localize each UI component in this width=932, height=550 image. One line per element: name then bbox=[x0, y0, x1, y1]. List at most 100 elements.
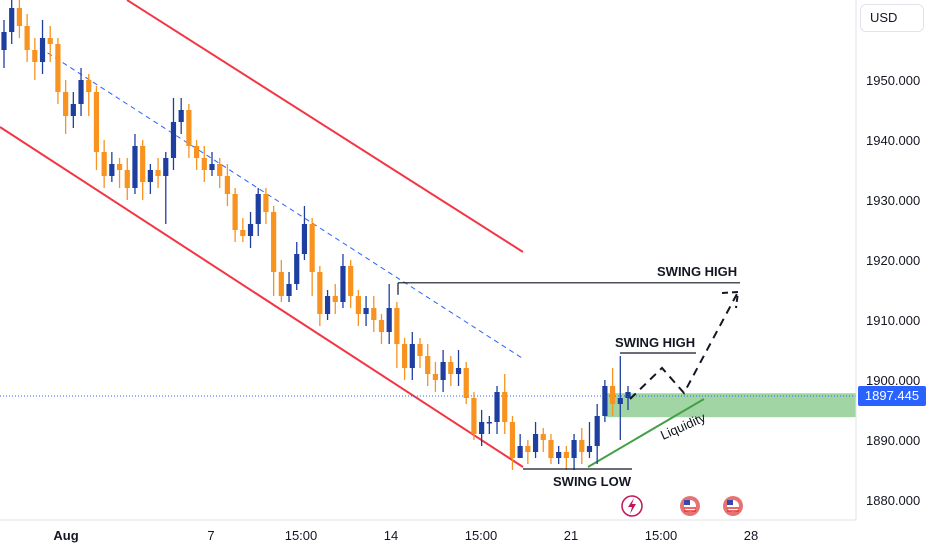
candle-body bbox=[193, 146, 200, 158]
candle-body bbox=[363, 308, 369, 314]
candle-body bbox=[140, 146, 146, 182]
candle bbox=[209, 152, 215, 176]
candle bbox=[86, 74, 92, 116]
candle bbox=[409, 332, 415, 380]
candle bbox=[324, 290, 331, 320]
candle bbox=[163, 152, 169, 224]
time-axis[interactable]: Aug 7 15:00 14 15:00 21 15:00 28 bbox=[0, 519, 856, 543]
candle bbox=[217, 158, 223, 188]
candle bbox=[602, 380, 608, 422]
channel-lower-line bbox=[0, 126, 524, 468]
candle-body bbox=[332, 296, 338, 302]
candle-body bbox=[63, 92, 69, 116]
candle bbox=[294, 242, 300, 290]
swing-high-mid-label: SWING HIGH bbox=[615, 335, 695, 350]
candle-body bbox=[509, 422, 516, 458]
candle-body bbox=[163, 158, 169, 176]
candle bbox=[509, 416, 516, 470]
dividend-bolt-icon[interactable] bbox=[621, 495, 643, 517]
candle-body bbox=[556, 452, 562, 458]
candle-body bbox=[317, 272, 323, 314]
candle bbox=[371, 296, 377, 332]
swing-level-lines bbox=[397, 282, 740, 470]
current-price-tag: 1897.445 bbox=[858, 386, 926, 406]
x-tick-label: 15:00 bbox=[285, 528, 318, 543]
candle bbox=[609, 368, 616, 416]
candle bbox=[502, 374, 508, 434]
candle bbox=[463, 362, 469, 404]
candle bbox=[24, 14, 30, 62]
candle bbox=[186, 104, 192, 158]
liquidity-zone-rect bbox=[606, 393, 856, 418]
candle-body bbox=[147, 170, 153, 182]
us-flag-event-icon-1[interactable] bbox=[680, 496, 700, 516]
candle bbox=[579, 428, 585, 464]
candle bbox=[201, 146, 207, 182]
y-tick-label: 1950.000 bbox=[866, 73, 920, 88]
us-flag-event-icon-2[interactable] bbox=[723, 496, 743, 516]
candle-body bbox=[494, 392, 500, 422]
candle-body bbox=[109, 164, 115, 176]
candle-body bbox=[101, 152, 107, 176]
candle bbox=[340, 254, 346, 308]
y-tick-label: 1880.000 bbox=[866, 493, 920, 508]
x-tick-label: 14 bbox=[384, 528, 398, 543]
candle-body bbox=[1, 32, 7, 50]
candle bbox=[486, 416, 492, 434]
swing-high-top-label: SWING HIGH bbox=[657, 264, 737, 279]
currency-button[interactable]: USD bbox=[860, 4, 924, 32]
candle-body bbox=[201, 158, 207, 170]
candle bbox=[594, 404, 600, 464]
candle bbox=[155, 158, 161, 188]
candle bbox=[247, 212, 254, 248]
candle bbox=[286, 272, 292, 302]
candle-body bbox=[417, 344, 423, 356]
candle bbox=[540, 428, 546, 452]
candle-body bbox=[371, 308, 377, 320]
candle bbox=[70, 92, 76, 128]
candle bbox=[355, 290, 361, 326]
channel-upper-line bbox=[126, 0, 524, 253]
candle bbox=[93, 86, 100, 170]
candle-body bbox=[586, 446, 593, 452]
projected-path-arrowhead bbox=[721, 290, 740, 309]
candle-body bbox=[132, 146, 138, 188]
candle-body bbox=[155, 170, 161, 176]
candle-body bbox=[432, 374, 439, 380]
candle-body bbox=[394, 308, 400, 344]
candle bbox=[494, 386, 500, 434]
candle-body bbox=[594, 416, 600, 446]
candle bbox=[39, 20, 46, 74]
candle bbox=[140, 140, 146, 200]
candle-body bbox=[625, 392, 631, 398]
candle bbox=[455, 350, 462, 386]
candle-body bbox=[348, 266, 354, 296]
x-tick-label: 21 bbox=[564, 528, 578, 543]
candle-body bbox=[47, 38, 53, 44]
candle bbox=[617, 356, 623, 440]
candle-body bbox=[240, 230, 246, 236]
candle-body bbox=[209, 164, 215, 170]
candle-body bbox=[78, 80, 84, 104]
candle bbox=[9, 0, 15, 44]
candle bbox=[448, 356, 454, 386]
x-tick-label: Aug bbox=[53, 528, 78, 543]
y-tick-label: 1890.000 bbox=[866, 433, 920, 448]
annotations: SWING HIGH SWING HIGH SWING LOW Liquidit… bbox=[553, 264, 737, 489]
candle-body bbox=[24, 26, 30, 50]
candle bbox=[271, 206, 277, 296]
price-axis[interactable]: 1950.000 1940.000 1930.000 1920.000 1910.000… bbox=[855, 0, 920, 520]
candle bbox=[571, 434, 577, 470]
candle-body bbox=[286, 284, 292, 296]
candle-body bbox=[532, 434, 539, 452]
candle bbox=[348, 260, 354, 308]
candle-body bbox=[486, 422, 492, 424]
candle-body bbox=[340, 266, 346, 302]
candle-body bbox=[324, 296, 331, 314]
candle bbox=[317, 266, 323, 326]
candle bbox=[563, 446, 569, 470]
candle-body bbox=[301, 224, 308, 254]
candle-body bbox=[86, 80, 92, 92]
swing-low-label: SWING LOW bbox=[553, 474, 632, 489]
